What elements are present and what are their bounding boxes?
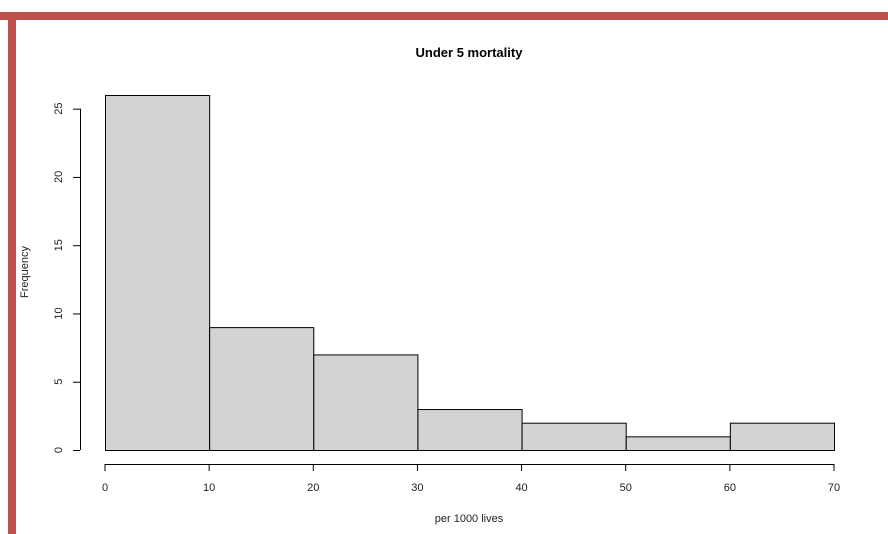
frame-top-border [0,12,888,20]
histogram-bar-3 [417,409,523,451]
y-tick-label-2: 10 [53,307,65,319]
x-tick-label-6: 60 [724,482,736,494]
y-tick-label-4: 20 [53,171,65,183]
x-tick-label-4: 40 [515,482,527,494]
histogram-bar-5 [625,436,731,452]
y-tick-label-1: 5 [53,379,65,385]
x-tick-label-7: 70 [828,482,840,494]
bars-group [105,95,835,452]
histogram-bar-2 [313,354,419,451]
x-axis-label: per 1000 lives [435,513,504,525]
x-tick-label-1: 10 [203,482,215,494]
histogram-bar-1 [209,327,315,451]
x-axis: 0 10 20 30 40 50 60 70 [102,464,840,494]
x-tick-label-5: 50 [620,482,632,494]
y-tick-label-5: 25 [53,103,65,115]
x-tick-label-0: 0 [102,482,108,494]
histogram-bar-6 [729,422,835,452]
x-tick-label-2: 20 [307,482,319,494]
y-axis-label: Frequency [19,246,31,298]
y-axis: 0 5 10 15 20 25 [53,103,81,453]
x-tick-label-3: 30 [411,482,423,494]
frame-left-border [8,12,16,534]
y-tick-label-3: 15 [53,239,65,251]
chart-title: Under 5 mortality [416,45,524,60]
histogram-bar-4 [521,422,627,452]
histogram-bar-0 [105,95,211,451]
y-tick-label-0: 0 [53,447,65,453]
